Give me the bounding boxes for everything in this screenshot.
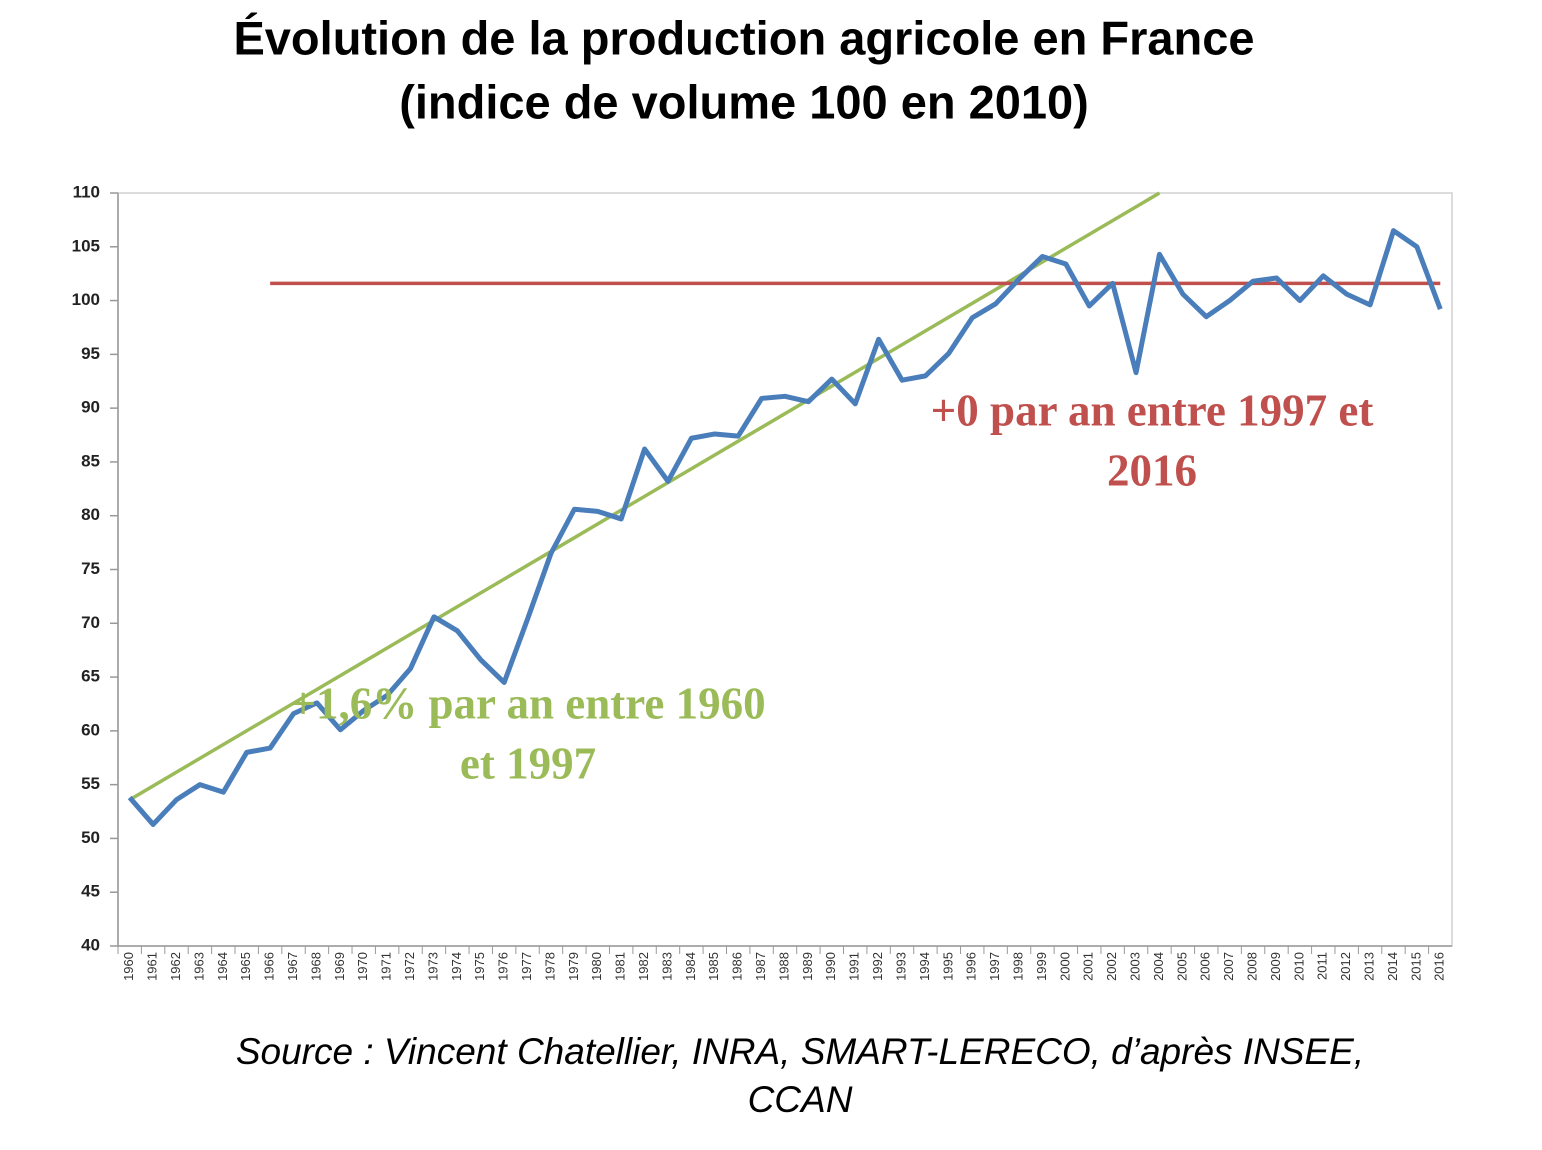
x-tick-label: 1996 (964, 952, 979, 981)
y-tick-label: 45 (81, 882, 100, 901)
x-tick-label: 2010 (1291, 952, 1306, 981)
x-tick-label: 1988 (776, 952, 791, 981)
x-tick-label: 1983 (659, 952, 674, 981)
x-tick-label: 2014 (1385, 952, 1400, 981)
x-tick-label: 1979 (566, 952, 581, 981)
x-tick-label: 1967 (285, 952, 300, 981)
y-tick-label: 75 (81, 559, 100, 578)
x-tick-label: 2003 (1127, 952, 1142, 981)
x-tick-label: 1960 (121, 952, 136, 981)
y-tick-label: 50 (81, 828, 100, 847)
x-tick-label: 1966 (262, 952, 277, 981)
y-tick-label: 65 (81, 667, 100, 686)
annotation: +1,6% par an entre 1960 (290, 678, 765, 728)
x-tick-label: 1961 (145, 952, 160, 981)
x-tick-label: 1968 (308, 952, 323, 981)
y-tick-label: 70 (81, 613, 100, 632)
x-tick-label: 2008 (1245, 952, 1260, 981)
annotation: 2016 (1107, 445, 1197, 495)
x-tick-label: 1975 (472, 952, 487, 981)
chart-title: Évolution de la production agricole en F… (233, 11, 1254, 64)
x-tick-label: 1994 (917, 952, 932, 981)
y-tick-label: 100 (72, 290, 100, 309)
x-tick-label: 1972 (402, 952, 417, 981)
x-tick-label: 2005 (1174, 952, 1189, 981)
x-tick-label: 1963 (191, 952, 206, 981)
x-tick-label: 1980 (589, 952, 604, 981)
x-tick-label: 1989 (800, 952, 815, 981)
y-tick-label: 55 (81, 774, 100, 793)
x-tick-label: 1999 (1034, 952, 1049, 981)
x-tick-label: 1964 (215, 952, 230, 981)
y-tick-label: 105 (72, 236, 100, 255)
trend-line (128, 191, 1161, 802)
x-tick-label: 1965 (238, 952, 253, 981)
annotation: et 1997 (460, 738, 596, 788)
x-tick-label: 1991 (847, 952, 862, 981)
y-tick-label: 90 (81, 398, 100, 417)
chart-subtitle: (indice de volume 100 en 2010) (399, 75, 1089, 128)
x-tick-label: 1971 (379, 952, 394, 981)
x-tick-label: 1970 (355, 952, 370, 981)
x-tick-label: 1990 (823, 952, 838, 981)
x-tick-label: 2011 (1315, 952, 1330, 980)
annotation: +0 par an entre 1997 et (931, 385, 1374, 435)
y-tick-label: 85 (81, 451, 100, 470)
x-tick-label: 1973 (425, 952, 440, 981)
x-tick-label: 1995 (940, 952, 955, 981)
source-note: CCAN (748, 1079, 853, 1120)
source-note: Source : Vincent Chatellier, INRA, SMART… (236, 1031, 1364, 1072)
x-tick-label: 2001 (1081, 952, 1096, 981)
x-tick-label: 1976 (496, 952, 511, 981)
x-tick-label: 2016 (1432, 952, 1447, 981)
x-tick-label: 1992 (870, 952, 885, 981)
x-tick-label: 1993 (893, 952, 908, 981)
x-tick-label: 1998 (1010, 952, 1025, 981)
x-tick-label: 2006 (1198, 952, 1213, 981)
x-tick-label: 1997 (987, 952, 1002, 981)
x-tick-label: 1977 (519, 952, 534, 981)
x-tick-label: 1984 (683, 952, 698, 981)
x-tick-label: 1985 (706, 952, 721, 981)
x-tick-label: 1982 (636, 952, 651, 981)
y-tick-label: 80 (81, 505, 100, 524)
y-tick-label: 95 (81, 344, 100, 363)
y-tick-label: 60 (81, 720, 100, 739)
x-tick-label: 2013 (1362, 952, 1377, 981)
x-tick-label: 1987 (753, 952, 768, 981)
x-tick-label: 1981 (613, 952, 628, 981)
x-tick-label: 2000 (1057, 952, 1072, 981)
x-tick-label: 1978 (542, 952, 557, 981)
y-tick-label: 40 (81, 935, 100, 954)
x-tick-label: 1974 (449, 952, 464, 981)
x-tick-label: 2015 (1408, 952, 1423, 981)
data-line (127, 228, 1443, 827)
x-tick-label: 2004 (1151, 952, 1166, 981)
x-tick-label: 2009 (1268, 952, 1283, 981)
x-tick-label: 1969 (332, 952, 347, 981)
x-tick-label: 1962 (168, 952, 183, 981)
x-tick-label: 2002 (1104, 952, 1119, 981)
y-tick-label: 110 (73, 182, 100, 201)
x-tick-label: 2012 (1338, 952, 1353, 981)
x-tick-label: 2007 (1221, 952, 1236, 981)
x-tick-label: 1986 (730, 952, 745, 981)
